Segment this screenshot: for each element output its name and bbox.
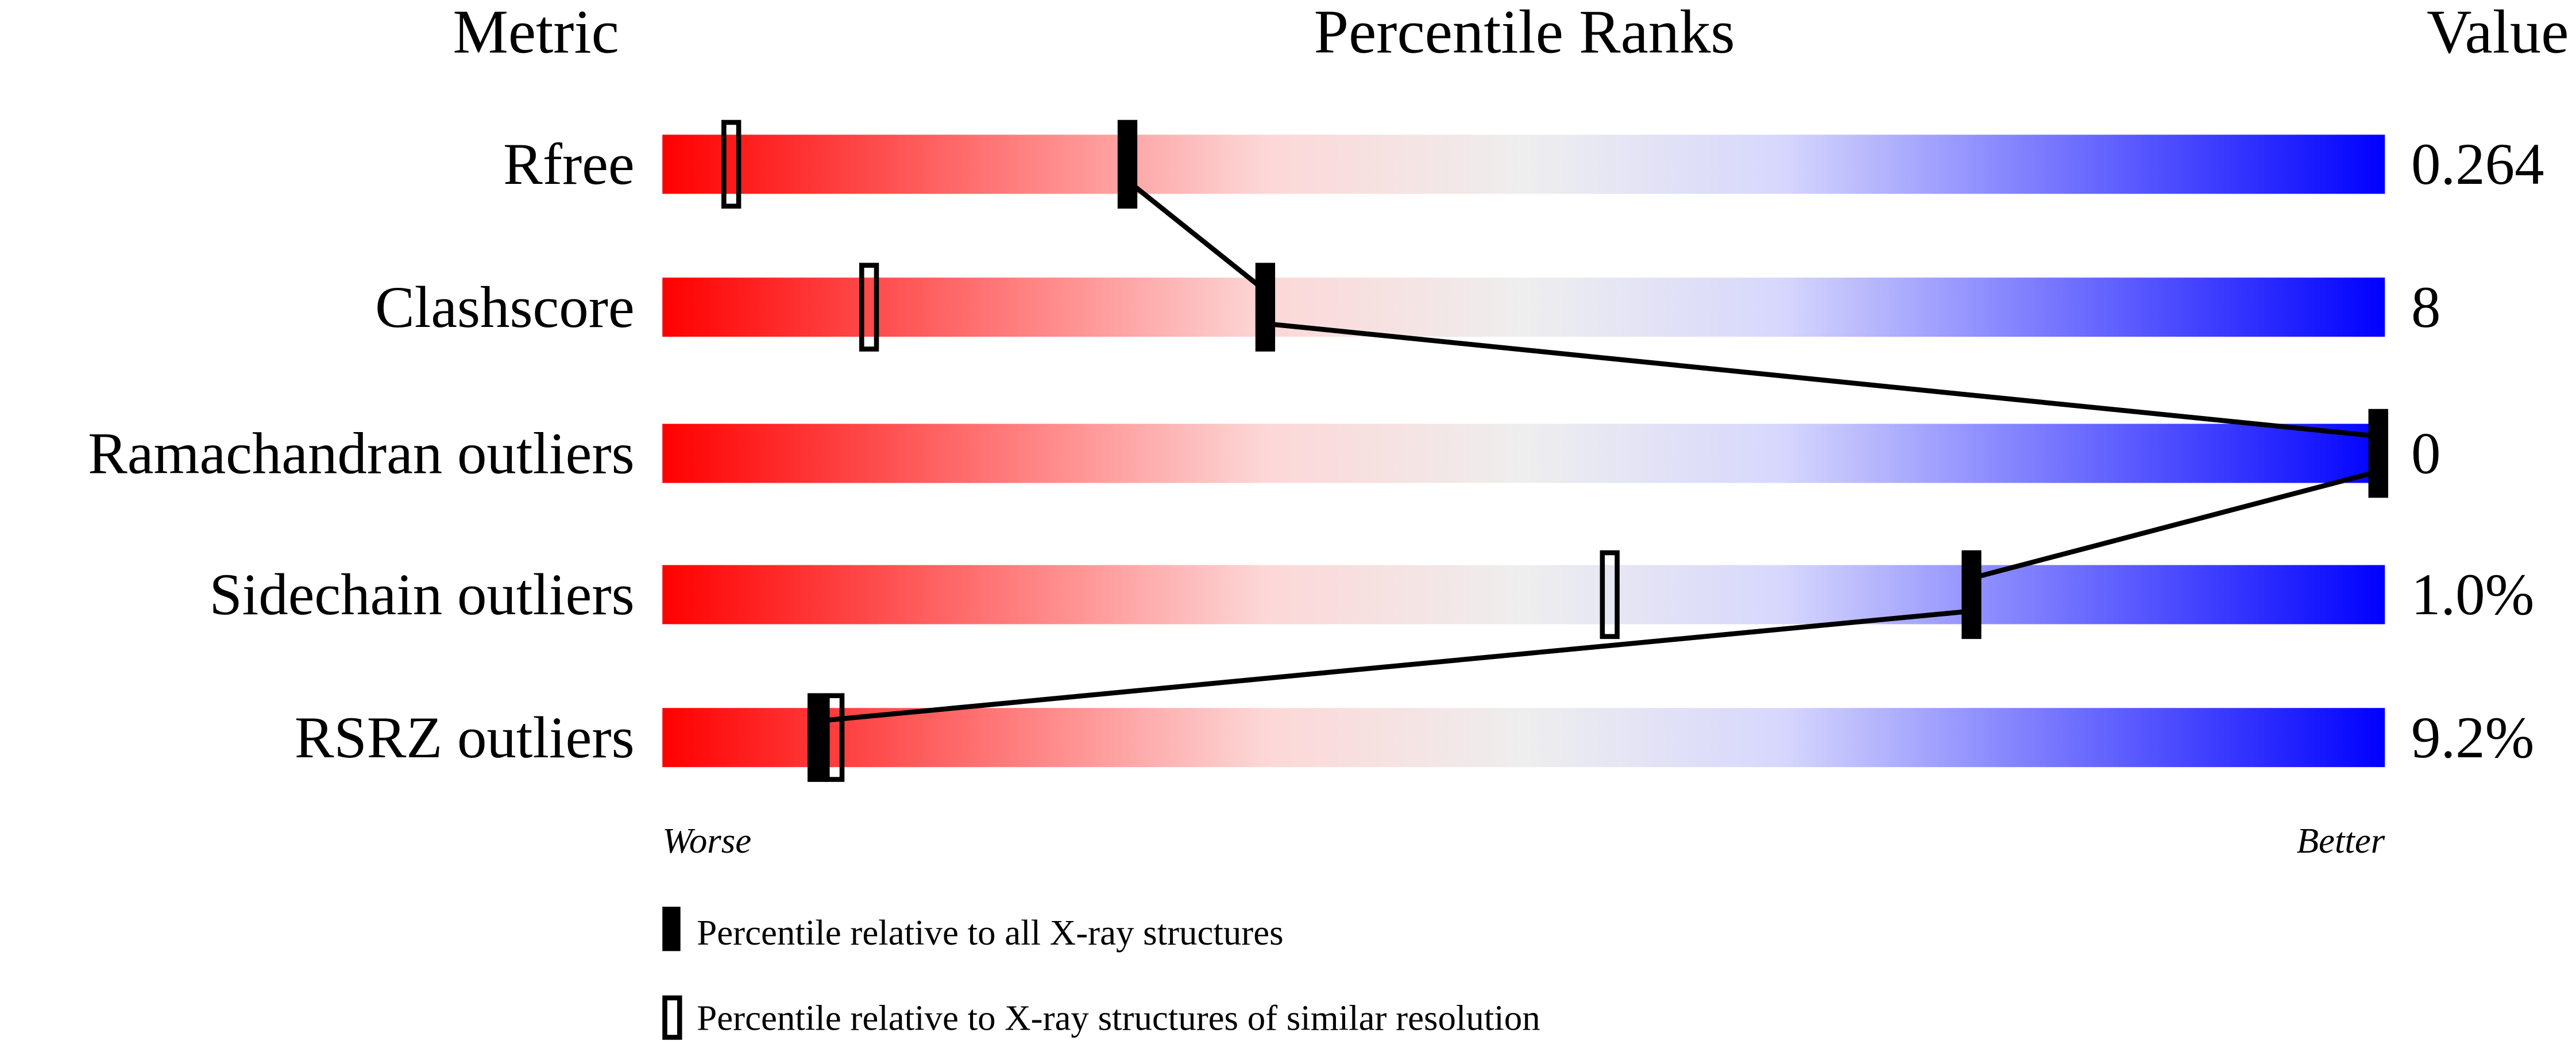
similar-resolution-marker	[859, 263, 879, 352]
percentile-bar	[662, 565, 2385, 625]
metric-label: Rfree	[503, 132, 635, 197]
all-structures-marker	[1961, 550, 1982, 639]
metric-value: 1.0%	[2411, 562, 2534, 627]
percentile-bar	[662, 423, 2385, 483]
similar-resolution-marker	[1600, 550, 1620, 639]
metric-value: 0.264	[2411, 132, 2544, 197]
percentile-bar	[662, 134, 2385, 194]
header-percentile-ranks: Percentile Ranks	[1314, 0, 1735, 66]
similar-resolution-marker	[721, 120, 741, 209]
all-structures-marker	[1255, 263, 1276, 352]
connector-line	[1126, 179, 1267, 293]
metric-value: 9.2%	[2411, 705, 2534, 770]
axis-worse-label: Worse	[662, 820, 751, 861]
percentile-bar	[662, 708, 2385, 768]
header-value: Value	[2427, 0, 2569, 66]
legend-filled-marker	[662, 907, 681, 951]
legend-open-marker	[662, 995, 682, 1040]
legend-similar-label: Percentile relative to X-ray structures …	[697, 998, 1540, 1038]
metric-label: Sidechain outliers	[209, 562, 634, 627]
metric-value: 8	[2411, 275, 2440, 340]
connector-line	[1971, 467, 2386, 581]
connector-line	[1265, 321, 2385, 440]
all-structures-marker	[808, 693, 828, 782]
metric-label: RSRZ outliers	[295, 705, 635, 770]
legend-all-label: Percentile relative to all X-ray structu…	[697, 912, 1283, 953]
all-structures-marker	[2368, 409, 2388, 498]
header-metric: Metric	[453, 0, 619, 66]
metric-label: Ramachandran outliers	[88, 421, 635, 486]
percentile-bar	[662, 278, 2385, 337]
axis-better-label: Better	[2297, 820, 2385, 861]
connector-line	[817, 608, 1972, 724]
metric-label: Clashscore	[375, 275, 635, 340]
metric-value: 0	[2411, 421, 2440, 486]
all-structures-marker	[1117, 120, 1138, 209]
